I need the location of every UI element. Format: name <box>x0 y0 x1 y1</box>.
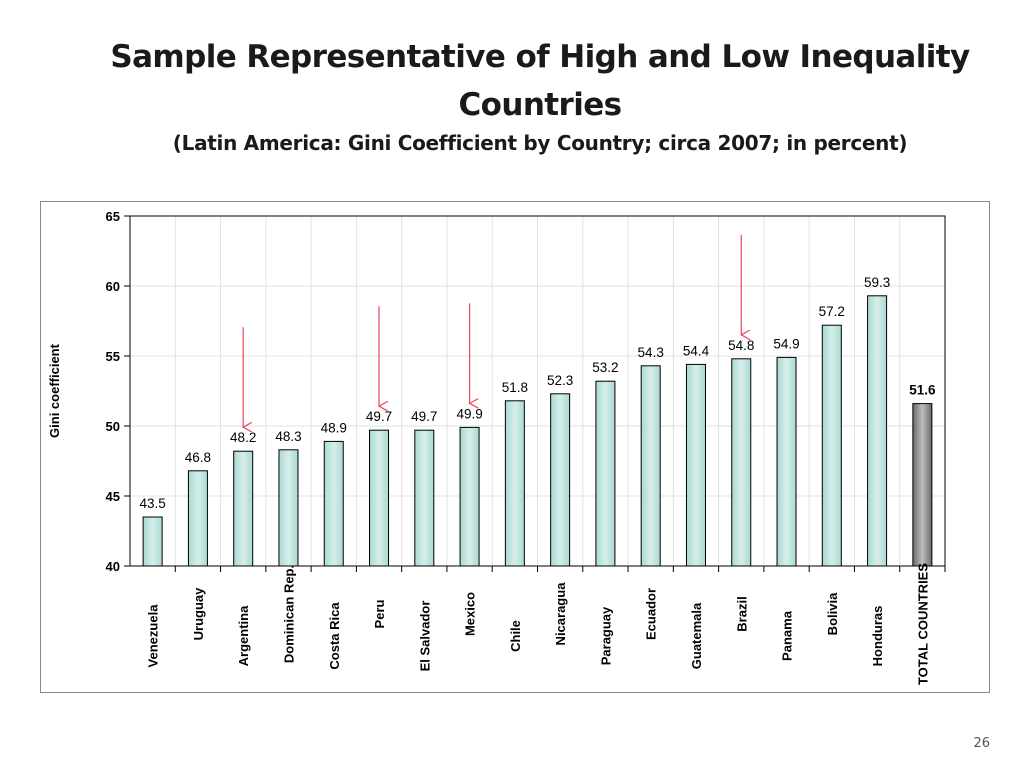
bar-dominican-rep- <box>278 449 299 567</box>
x-category-label: Brazil <box>734 596 749 631</box>
bar-value-label: 49.7 <box>411 409 437 424</box>
x-category-label: Venezuela <box>146 604 161 668</box>
x-category-label: Uruguay <box>191 587 206 641</box>
y-tick-label: 60 <box>106 279 120 294</box>
y-tick-label: 50 <box>106 419 120 434</box>
x-category-label: Guatemala <box>689 602 704 669</box>
bar-nicaragua <box>550 393 571 567</box>
bar-chile <box>504 400 525 567</box>
y-axis-label: Gini coefficient <box>47 343 62 438</box>
bar-costa-rica <box>323 440 344 567</box>
bar-value-label: 59.3 <box>864 275 890 290</box>
page-title: Sample Representative of High and Low In… <box>110 39 970 123</box>
bar-total-countries <box>912 403 933 567</box>
x-category-label: Bolivia <box>825 592 840 635</box>
bar-mexico <box>459 426 480 567</box>
x-category-label: Dominican Rep. <box>281 565 296 663</box>
bar-el-salvador <box>414 429 435 567</box>
bar-bolivia <box>821 324 842 567</box>
bar-value-label: 54.3 <box>638 345 664 360</box>
x-category-label: Chile <box>508 620 523 652</box>
x-category-label: Nicaragua <box>553 582 568 646</box>
x-category-label: Mexico <box>463 592 478 636</box>
bar-value-label: 48.9 <box>321 420 347 435</box>
bar-value-label: 43.5 <box>139 496 165 511</box>
y-tick-label: 65 <box>106 209 120 224</box>
bar-uruguay <box>187 470 208 567</box>
x-category-label: TOTAL COUNTRIES <box>915 563 930 685</box>
bar-ecuador <box>640 365 661 567</box>
x-category-label: Honduras <box>870 606 885 667</box>
bar-value-label: 53.2 <box>592 360 618 375</box>
bar-panama <box>776 356 797 567</box>
y-tick-label: 40 <box>106 559 120 574</box>
bar-honduras <box>867 295 888 567</box>
bar-guatemala <box>685 363 706 567</box>
bar-value-label: 49.7 <box>366 409 392 424</box>
bar-value-label: 54.8 <box>728 338 754 353</box>
x-category-label: El Salvador <box>417 601 432 672</box>
bar-value-label: 54.9 <box>773 336 799 351</box>
bar-argentina <box>233 450 254 567</box>
bar-value-label: 48.2 <box>230 430 256 445</box>
x-category-label: Panama <box>780 610 795 661</box>
page-number: 26 <box>973 736 990 751</box>
chart-area: 40 45 50 55 60 65 Gini coefficient 43.5 Venezuel… <box>40 201 990 693</box>
bar-brazil <box>731 358 752 567</box>
bar-value-label: 52.3 <box>547 373 573 388</box>
bar-peru <box>369 429 390 567</box>
bar-venezuela <box>142 516 163 567</box>
y-tick-label: 55 <box>106 349 120 364</box>
bar-value-label: 49.9 <box>456 406 482 421</box>
page-subtitle: (Latin America: Gini Coefficient by Coun… <box>172 131 908 155</box>
bar-value-label: 51.6 <box>909 383 936 398</box>
x-category-label: Paraguay <box>598 606 613 665</box>
x-category-label: Ecuador <box>644 588 659 640</box>
x-category-label: Argentina <box>236 605 251 666</box>
y-tick-label: 45 <box>106 489 120 504</box>
bar-value-label: 51.8 <box>502 380 528 395</box>
x-category-label: Peru <box>372 599 387 628</box>
bar-value-label: 57.2 <box>819 304 845 319</box>
x-category-label: Costa Rica <box>327 602 342 670</box>
bar-value-label: 54.4 <box>683 343 710 358</box>
bar-value-label: 46.8 <box>185 450 211 465</box>
gini-bar-chart: 40 45 50 55 60 65 Gini coefficient 43.5 Venezuel… <box>47 209 946 685</box>
bar-paraguay <box>595 380 616 567</box>
bar-value-label: 48.3 <box>275 429 301 444</box>
